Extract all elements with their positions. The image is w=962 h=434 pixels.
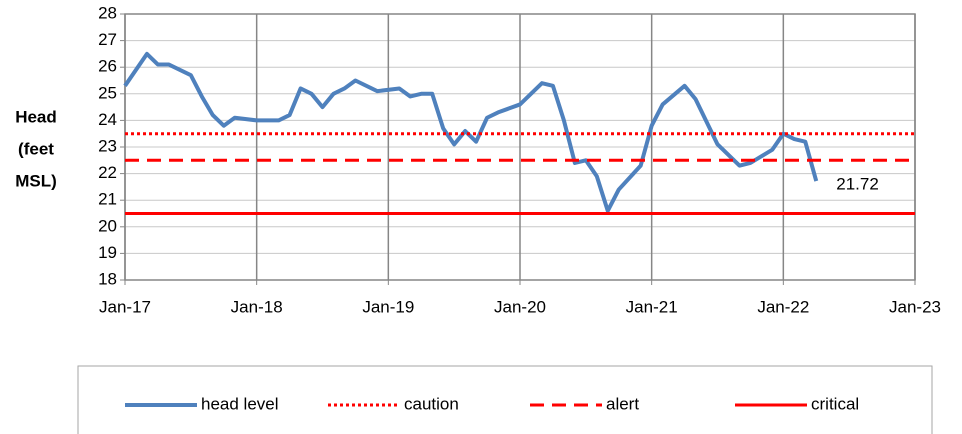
y-tick-label: 22 [98,163,117,182]
annotation: 21.72 [836,175,879,194]
legend-label: head level [201,394,279,413]
x-tick-label: Jan-19 [362,297,414,316]
series-line [123,51,819,213]
plot-border [124,13,916,281]
y-axis-label: MSL) [15,171,57,190]
x-tick-label: Jan-21 [626,297,678,316]
x-tick-label: Jan-18 [231,297,283,316]
y-tick-label: 21 [98,190,117,209]
y-tick-label: 26 [98,57,117,76]
x-tick-label: Jan-23 [889,297,941,316]
y-tick-label: 19 [98,243,117,262]
x-tick-label: Jan-17 [99,297,151,316]
legend-label: critical [811,394,859,413]
y-tick-label: 24 [98,110,117,129]
legend-label: alert [606,394,639,413]
y-tick-label: 18 [98,269,117,288]
y-tick-label: 23 [98,136,117,155]
legend-label: caution [404,394,459,413]
y-axis-label: Head [15,107,57,126]
y-axis-label: (feet [18,139,54,158]
y-tick-label: 27 [98,30,117,49]
y-tick-label: 20 [98,216,117,235]
y-tick-label: 28 [98,3,117,22]
legend-box [77,365,933,434]
x-tick-label: Jan-20 [494,297,546,316]
y-tick-label: 25 [98,83,117,102]
x-tick-label: Jan-22 [757,297,809,316]
